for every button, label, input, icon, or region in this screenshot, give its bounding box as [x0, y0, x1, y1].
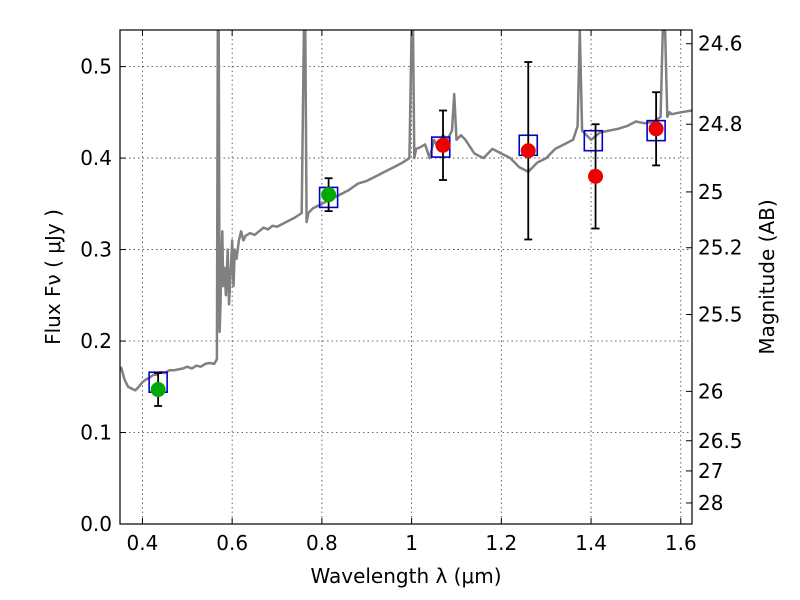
- y-tick-label: 0.2: [80, 329, 112, 353]
- x-tick-label: 0.4: [127, 531, 159, 555]
- y-tick-label: 0.0: [80, 512, 112, 536]
- y2-tick-label: 24.6: [698, 32, 743, 56]
- y2-tick-label: 25.2: [698, 236, 743, 260]
- x-tick-label: 0.6: [216, 531, 248, 555]
- y2-tick-label: 26.5: [698, 429, 743, 453]
- y-tick-label: 0.4: [80, 146, 112, 170]
- model-sed-line: [120, 30, 692, 392]
- observed-point-green: [150, 382, 166, 398]
- x-tick-label: 1.4: [575, 531, 607, 555]
- model-sed-layer: [120, 30, 692, 392]
- y-tick-label: 0.1: [80, 421, 112, 445]
- y2-tick-label: 27: [698, 459, 723, 483]
- y2-tick-label: 26: [698, 379, 723, 403]
- y-tick-label: 0.3: [80, 238, 112, 262]
- x-tick-label: 0.8: [306, 531, 338, 555]
- x-axis-label: Wavelength λ (μm): [310, 564, 501, 588]
- observed-point-green: [321, 187, 337, 203]
- photometry-layer: [148, 61, 666, 407]
- plot-frame: [119, 29, 693, 525]
- observed-point-red: [435, 137, 451, 153]
- model-photometry-square: [583, 129, 604, 152]
- y2-tick-label: 24.8: [698, 112, 743, 136]
- observed-point-red: [520, 143, 536, 159]
- observed-point-red: [588, 168, 604, 184]
- y2-tick-label: 28: [698, 491, 723, 515]
- axis-ticks: 0.4 0.6 0.8 1 1.2 1.4 1.6 0.0 0.1 0.2 0.3 0.4 0.5 24.…: [80, 30, 743, 555]
- y-tick-label: 0.5: [80, 55, 112, 79]
- x-tick-label: 1.2: [485, 531, 517, 555]
- observed-point-red: [648, 121, 664, 137]
- grid-lines: [120, 30, 692, 525]
- y2-tick-label: 25: [698, 180, 723, 204]
- y-axis-label: Flux Fν ( μJy ): [41, 209, 65, 345]
- y2-tick-label: 25.5: [698, 303, 743, 327]
- x-tick-label: 1: [405, 531, 418, 555]
- x-tick-label: 1.6: [665, 531, 697, 555]
- y2-axis-label: Magnitude (AB): [755, 199, 779, 354]
